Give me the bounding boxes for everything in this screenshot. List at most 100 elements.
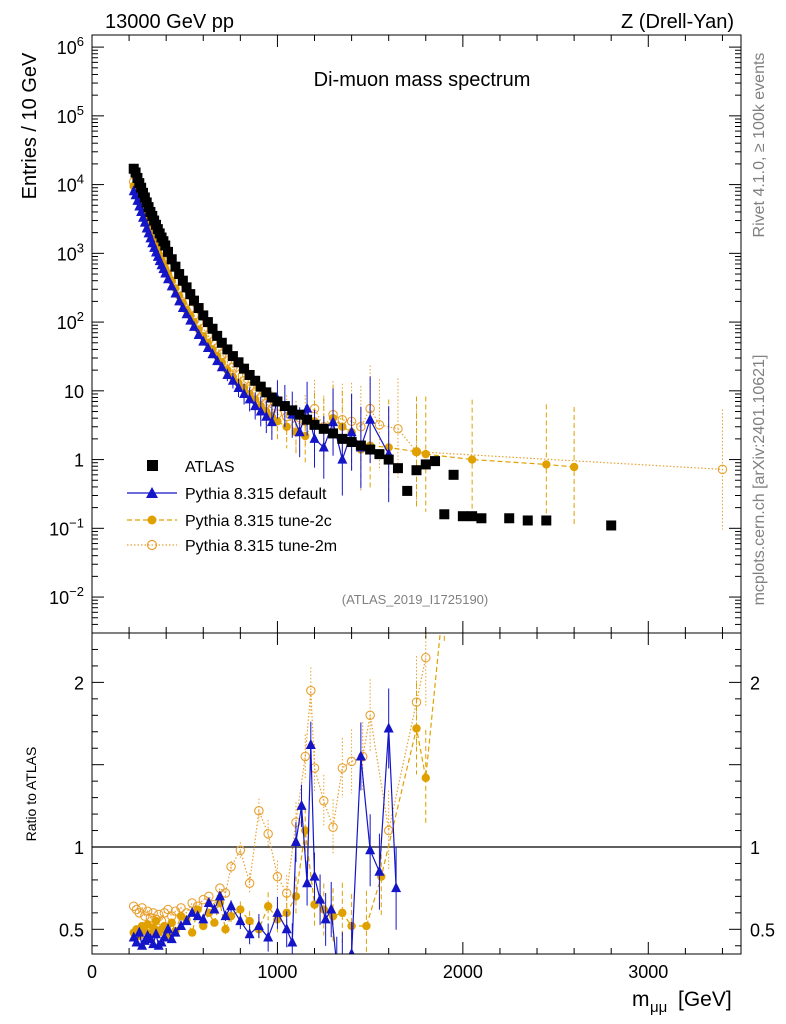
ratio-axis-ticks: 0 1000 2000 3000 0.5 0.5 1 1 2 2 bbox=[59, 633, 775, 982]
ratio-tune2m-point bbox=[337, 763, 348, 773]
legend-label-tune2c: Pythia 8.315 tune-2c bbox=[185, 513, 332, 530]
ratio-default-point bbox=[235, 915, 246, 926]
ratio-default-point bbox=[170, 926, 181, 937]
ratio-tune2m-point bbox=[140, 911, 150, 921]
atlas-point bbox=[411, 465, 422, 476]
atlas-point bbox=[448, 469, 459, 480]
atlas-point bbox=[504, 513, 515, 524]
default-point bbox=[337, 453, 348, 464]
atlas-point bbox=[198, 310, 209, 321]
ratio-default-point bbox=[374, 865, 385, 876]
x-tick-label: 1000 bbox=[257, 962, 297, 982]
atlas-point bbox=[374, 449, 385, 460]
atlas-point bbox=[193, 303, 204, 314]
tune2m-point bbox=[393, 424, 403, 434]
atlas-point bbox=[439, 509, 450, 520]
ratio-default-point bbox=[220, 910, 231, 921]
ratio-tune2c-point bbox=[193, 905, 202, 914]
ratio-tune2m-point bbox=[306, 685, 316, 696]
default-point bbox=[207, 348, 218, 359]
atlas-point bbox=[402, 485, 413, 496]
ratio-tune2m-point bbox=[421, 652, 431, 663]
tune2c-point bbox=[282, 422, 291, 431]
tune2c-point bbox=[467, 455, 477, 464]
atlas-point bbox=[287, 405, 298, 416]
y-tick-label: 102 bbox=[57, 309, 84, 333]
default-point bbox=[216, 361, 227, 372]
default-point bbox=[198, 335, 209, 346]
ratio-default-point bbox=[226, 900, 237, 911]
atlas-point bbox=[170, 261, 181, 272]
ratio-tune2c-point bbox=[245, 916, 254, 926]
ratio-default-point bbox=[326, 903, 337, 914]
x-tick-label: 3000 bbox=[628, 962, 668, 982]
ratio-default-point bbox=[391, 882, 402, 893]
ratio-y-tick-label: 0.5 bbox=[59, 920, 84, 940]
atlas-point bbox=[355, 440, 366, 451]
y-tick-label: 104 bbox=[57, 172, 84, 196]
atlas-point bbox=[255, 381, 266, 392]
atlas-point bbox=[222, 344, 233, 355]
atlas-point bbox=[136, 182, 147, 193]
atlas-point bbox=[328, 428, 339, 439]
ratio-y-label: Ratio to ATLAS bbox=[23, 747, 39, 842]
chart-title: Di-muon mass spectrum bbox=[314, 69, 531, 91]
atlas-point bbox=[216, 337, 227, 348]
ratio-tune2m-point bbox=[328, 822, 338, 832]
default-point bbox=[170, 287, 181, 298]
atlas-point bbox=[309, 419, 320, 430]
ratio-tune2c-point bbox=[221, 925, 230, 934]
ratio-default-point bbox=[302, 877, 313, 888]
atlas-point bbox=[130, 167, 141, 178]
atlas-point bbox=[174, 269, 185, 280]
default-point bbox=[188, 320, 199, 331]
ratio-default-point bbox=[134, 926, 145, 937]
ratio-data-series bbox=[128, 633, 445, 954]
tune2c-point bbox=[412, 447, 421, 456]
ratio-default-point bbox=[365, 844, 376, 855]
ratio-tune2c-point bbox=[151, 916, 161, 926]
atlas-point bbox=[185, 289, 196, 300]
y-tick-label: 10−1 bbox=[49, 515, 84, 539]
ratio-default-point bbox=[244, 928, 255, 939]
ratio-tune2m-point bbox=[411, 697, 422, 707]
atlas-point bbox=[522, 515, 533, 526]
atlas-point bbox=[212, 330, 223, 341]
atlas-point bbox=[318, 423, 329, 434]
ratio-default-point bbox=[309, 870, 320, 881]
ratio-y-tick-label-right: 1 bbox=[750, 838, 760, 858]
ratio-tune2c-point bbox=[362, 921, 371, 931]
header-right: Z (Drell-Yan) bbox=[621, 11, 734, 33]
y-axis-label: Entries / 10 GeV bbox=[19, 52, 41, 199]
ratio-y-tick-label: 2 bbox=[74, 673, 84, 693]
legend-marker-tune2c bbox=[147, 515, 157, 525]
tune2m-point bbox=[717, 464, 728, 475]
atlas-point bbox=[365, 444, 376, 455]
ratio-y-tick-label: 1 bbox=[74, 838, 84, 858]
atlas-point bbox=[430, 456, 441, 467]
ratio-default-point bbox=[290, 836, 301, 847]
default-point bbox=[177, 302, 188, 313]
ratio-tune2c-point bbox=[291, 892, 301, 901]
atlas-point bbox=[337, 433, 348, 444]
ratio-default-point bbox=[192, 910, 203, 921]
default-point bbox=[174, 295, 185, 306]
ratio-tune2m-point bbox=[142, 906, 153, 916]
ratio-tune2c-point bbox=[338, 908, 347, 918]
default-point bbox=[266, 416, 277, 427]
ratio-tune2m-point bbox=[131, 904, 142, 915]
legend-marker-tune2m bbox=[146, 539, 158, 551]
atlas-point bbox=[181, 282, 192, 293]
atlas-point bbox=[250, 375, 261, 386]
ratio-default-point bbox=[315, 893, 326, 904]
ratio-y-tick-label-right: 0.5 bbox=[750, 920, 775, 940]
ratio-tune2c-point bbox=[421, 773, 430, 783]
x-tick-label: 0 bbox=[87, 962, 97, 982]
ratio-tune2m-point bbox=[254, 806, 264, 816]
atlas-point bbox=[233, 357, 244, 368]
ratio-default-point bbox=[181, 915, 192, 926]
atlas-point bbox=[132, 172, 143, 183]
main-data-series bbox=[128, 163, 728, 531]
